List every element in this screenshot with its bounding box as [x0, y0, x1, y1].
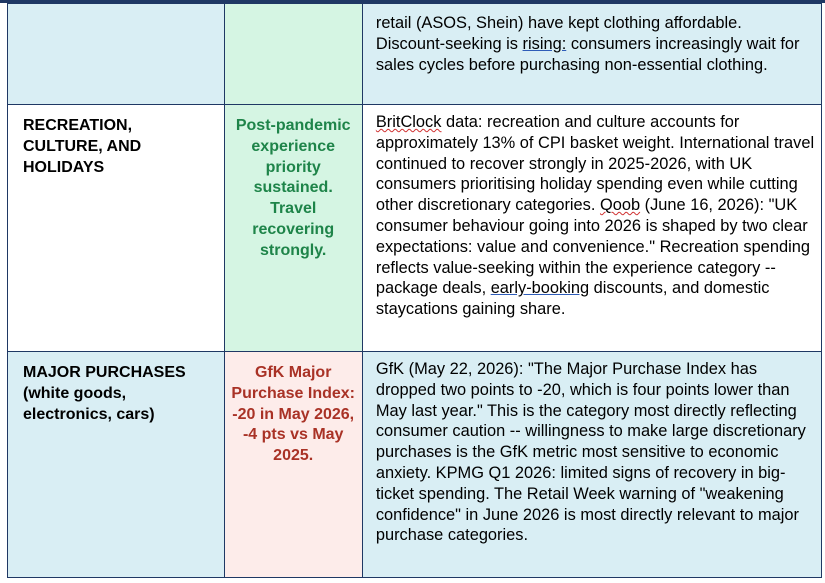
detail-text: BritClock data: recreation and culture a…	[363, 106, 820, 320]
indicator-text: GfK Major Purchase Index: -20 in May 202…	[231, 364, 355, 465]
table-row: RECREATION, CULTURE, AND HOLIDAYS Post-p…	[7, 104, 823, 352]
indicator-cell	[223, 3, 363, 105]
spell-flag-qoob: Qoob	[599, 196, 641, 215]
indicator-cell: GfK Major Purchase Index: -20 in May 202…	[223, 351, 363, 578]
category-title: MAJOR PURCHASES	[23, 364, 186, 381]
category-cell: RECREATION, CULTURE, AND HOLIDAYS	[7, 104, 225, 352]
detail-text: GfK (May 22, 2026): "The Major Purchase …	[375, 360, 806, 545]
indicator-text: Post-pandemic experience priority sustai…	[235, 117, 351, 259]
detail-text-part: consumers increasingly wait for sales cy…	[375, 34, 800, 74]
table-top-border	[0, 0, 825, 3]
category-cell: MAJOR PURCHASES (white goods, electronics…	[7, 351, 225, 578]
grammar-flag-rising: rising:	[522, 34, 567, 53]
spell-flag-britclock: BritClock	[375, 113, 442, 131]
indicator-text	[225, 5, 361, 16]
table-row: retail (ASOS, Shein) have kept clothing …	[7, 3, 823, 105]
detail-cell: retail (ASOS, Shein) have kept clothing …	[361, 3, 823, 105]
detail-text-part: discounts, and domestic staycations gain…	[375, 279, 770, 319]
detail-text-part: retail (ASOS, Shein) have kept clothing …	[375, 14, 742, 53]
detail-text: retail (ASOS, Shein) have kept clothing …	[363, 5, 820, 76]
category-subtitle: (white goods, electronics, cars)	[23, 384, 155, 423]
detail-cell: BritClock data: recreation and culture a…	[361, 104, 823, 352]
category-label: RECREATION, CULTURE, AND HOLIDAYS	[23, 117, 142, 176]
category-label: MAJOR PURCHASES (white goods, electronics…	[8, 353, 223, 426]
indicator-cell: Post-pandemic experience priority sustai…	[223, 104, 363, 352]
detail-cell: GfK (May 22, 2026): "The Major Purchase …	[361, 351, 823, 578]
category-label	[8, 5, 223, 16]
detail-text-part: (June 16, 2026): "UK consumer behaviour …	[375, 196, 810, 298]
table-row: MAJOR PURCHASES (white goods, electronics…	[7, 351, 823, 578]
consumer-spending-table: retail (ASOS, Shein) have kept clothing …	[7, 3, 823, 578]
category-cell	[7, 3, 225, 105]
grammar-flag-early-booking: early-booking	[490, 279, 590, 298]
detail-text-part: data: recreation and culture accounts fo…	[375, 113, 815, 215]
